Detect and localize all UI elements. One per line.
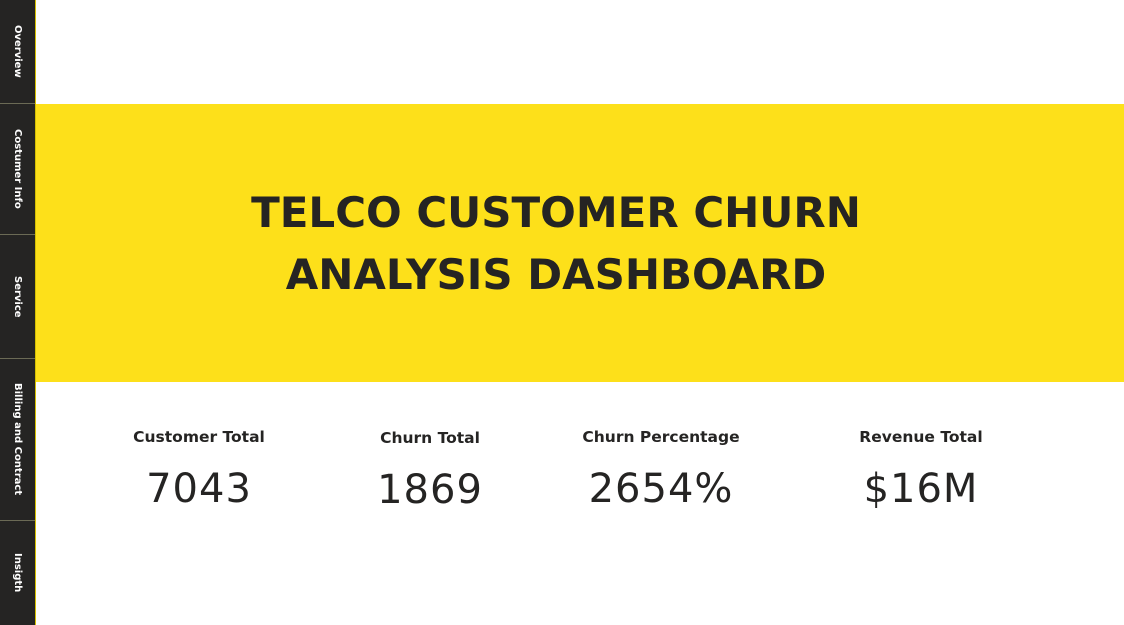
- nav-item-billing-and-contract[interactable]: Billing and Contract: [0, 359, 35, 521]
- kpi-label: Churn Total: [380, 429, 480, 447]
- page-title: TELCO CUSTOMER CHURN ANALYSIS DASHBOARD: [236, 182, 876, 306]
- kpi-card-revenue-total: Revenue Total $16M: [852, 428, 990, 512]
- nav-item-service[interactable]: Service: [0, 235, 35, 359]
- page-title-line-1: TELCO CUSTOMER CHURN: [251, 188, 861, 237]
- page-title-line-2: ANALYSIS DASHBOARD: [285, 250, 827, 299]
- kpi-value: 2654%: [588, 466, 734, 512]
- nav-item-label: Costumer Info: [12, 129, 23, 209]
- nav-item-label: Billing and Contract: [12, 383, 23, 496]
- sidebar-divider: [35, 0, 36, 625]
- nav-item-label: Insigth: [12, 553, 23, 593]
- nav-item-costumer-info[interactable]: Costumer Info: [0, 104, 35, 235]
- nav-item-label: Service: [12, 275, 23, 318]
- kpi-label: Churn Percentage: [582, 428, 740, 446]
- nav-item-overview[interactable]: Overview: [0, 0, 35, 104]
- kpi-card-churn-total: Churn Total 1869: [370, 429, 490, 513]
- nav-item-label: Overview: [12, 25, 23, 78]
- kpi-label: Customer Total: [133, 428, 265, 446]
- kpi-value: 1869: [377, 467, 483, 513]
- sidebar-nav: Overview Costumer Info Service Billing a…: [0, 0, 36, 625]
- nav-item-insigth[interactable]: Insigth: [0, 521, 35, 625]
- kpi-card-churn-percentage: Churn Percentage 2654%: [578, 428, 744, 512]
- kpi-label: Revenue Total: [859, 428, 983, 446]
- kpi-card-customer-total: Customer Total 7043: [126, 428, 272, 512]
- kpi-value: 7043: [146, 466, 252, 512]
- kpi-value: $16M: [863, 466, 979, 512]
- title-banner: TELCO CUSTOMER CHURN ANALYSIS DASHBOARD: [36, 104, 1124, 382]
